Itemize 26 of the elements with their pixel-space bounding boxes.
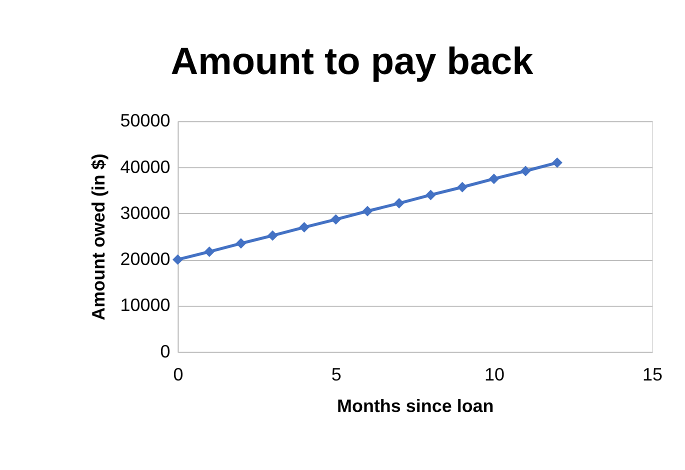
y-tick-label: 30000 [120,202,170,223]
y-tick-label: 10000 [120,295,170,316]
y-axis-title: Amount owed (in $) [88,154,108,320]
point [204,246,215,257]
x-tick-label: 0 [173,364,184,384]
y-tick-label: 0 [160,341,170,362]
x-tick-label: 10 [484,364,504,384]
point [394,198,404,209]
point [457,182,468,192]
x-tick-label: 15 [642,364,663,384]
x-tick-label: 5 [331,364,342,384]
point [425,190,436,200]
point [552,157,562,168]
point [172,254,183,265]
point [330,214,342,225]
x-axis-title: Months since loan [337,396,494,416]
point [267,230,278,241]
point [488,174,500,184]
y-tick-label: 50000 [120,110,170,131]
point [236,238,246,249]
point [362,206,373,216]
y-tick-label: 40000 [120,156,170,177]
point [298,222,310,233]
point [520,166,531,176]
y-tick-label: 20000 [120,249,170,270]
chart-title: Amount to pay back [170,41,534,84]
